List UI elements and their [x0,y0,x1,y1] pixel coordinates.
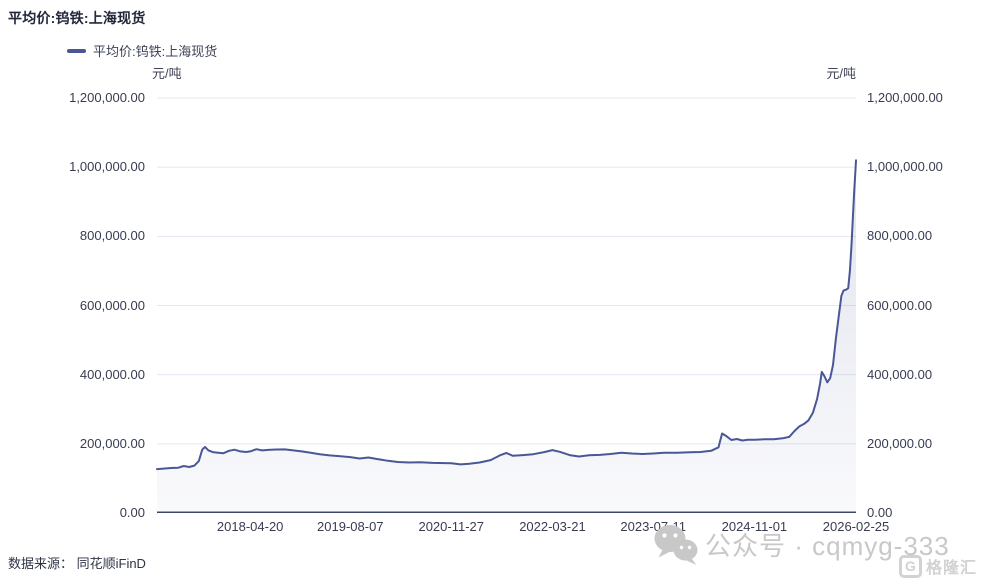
y-axis-label-right: 0.00 [867,505,893,520]
x-axis-label: 2024-11-01 [721,519,788,534]
y-axis-label-right: 200,000.00 [867,435,933,451]
x-axis-label: 2018-04-20 [216,519,284,534]
y-axis-label-left: 800,000.00 [79,228,145,244]
legend-label: 平均价:钨铁:上海现货 [93,44,218,59]
y-axis-label-right: 800,000.00 [867,228,933,244]
x-axis-label: 2026-02-25 [822,519,890,534]
price-line-chart [156,97,857,514]
y-axis-label-right: 400,000.00 [867,366,933,382]
y-axis-label-right: 1,200,000.00 [867,90,943,105]
y-axis-unit-right: 元/吨 [826,66,856,81]
y-axis-label-left: 1,000,000.00 [69,159,145,175]
y-axis-label-right: 600,000.00 [867,297,933,313]
series-line [156,159,857,471]
page-title: 平均价:钨铁:上海现货 [8,10,146,26]
y-axis-label-left: 400,000.00 [79,366,145,382]
gelonghui-icon: G [898,554,922,578]
data-source: 数据来源： 同花顺iFinD [8,556,146,571]
legend: 平均价:钨铁:上海现货 [67,41,217,60]
y-axis-unit-left: 元/吨 [152,66,182,81]
x-axis-label: 2020-11-27 [418,519,485,534]
gelonghui-logo: G 格隆汇 [898,554,977,578]
plot-area [156,97,857,514]
y-axis-label-left: 200,000.00 [79,435,145,451]
wechat-icon [654,525,698,565]
series-area-fill [157,160,856,514]
legend-line-marker [67,48,86,53]
y-axis-label-left: 600,000.00 [79,297,145,313]
y-axis-label-right: 1,000,000.00 [867,159,943,175]
y-axis-label-left: 1,200,000.00 [69,90,145,105]
gelonghui-text: 格隆汇 [925,560,977,577]
y-axis-label-left: 0.00 [119,505,145,520]
x-axis-label: 2022-03-21 [519,519,586,534]
x-axis-label: 2019-08-07 [317,519,384,534]
